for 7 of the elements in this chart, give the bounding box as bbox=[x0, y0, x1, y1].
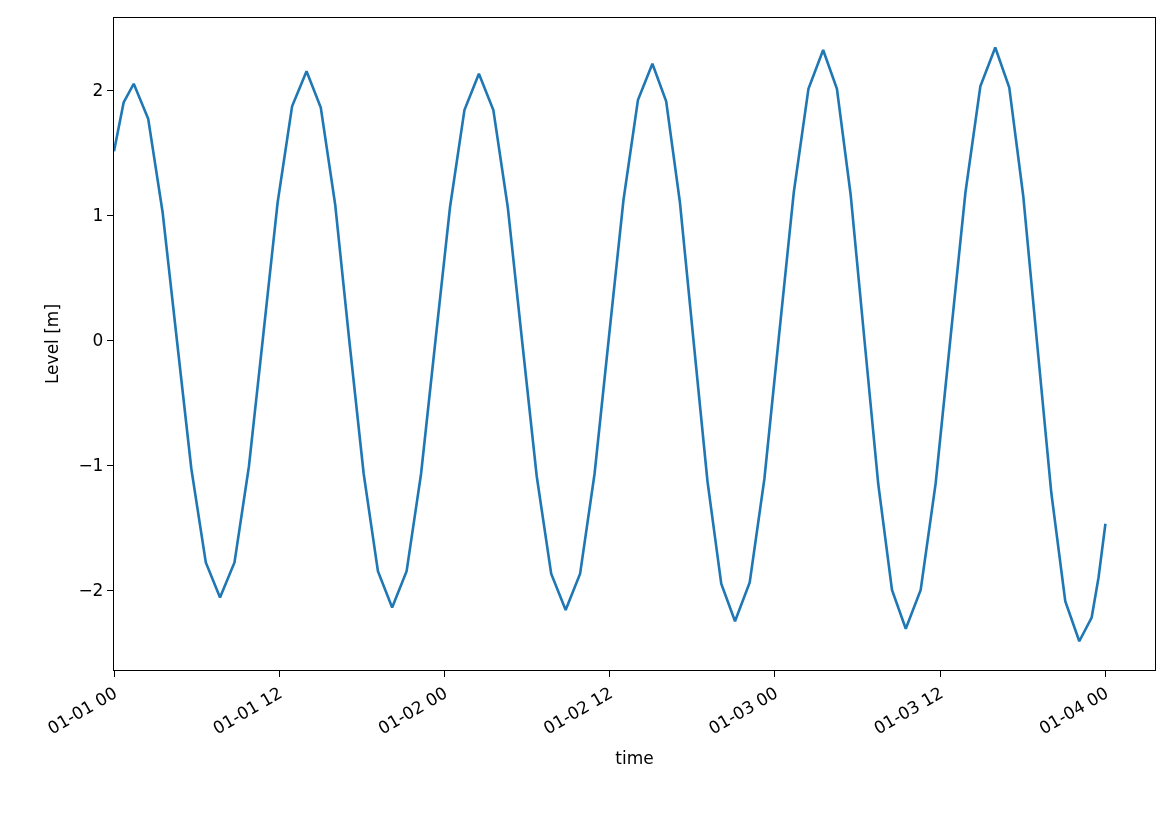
y-tick-label: −1 bbox=[78, 454, 104, 475]
y-tick-label: 1 bbox=[92, 204, 104, 225]
y-axis-title: Level [m] bbox=[41, 303, 62, 385]
y-tick-label: 2 bbox=[92, 79, 104, 100]
y-tick-label: 0 bbox=[92, 329, 104, 350]
y-tick-label: −2 bbox=[78, 579, 104, 600]
x-axis-title: time bbox=[615, 748, 654, 769]
